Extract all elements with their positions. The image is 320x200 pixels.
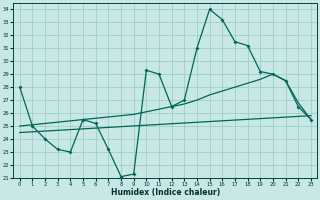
X-axis label: Humidex (Indice chaleur): Humidex (Indice chaleur) [111, 188, 220, 197]
